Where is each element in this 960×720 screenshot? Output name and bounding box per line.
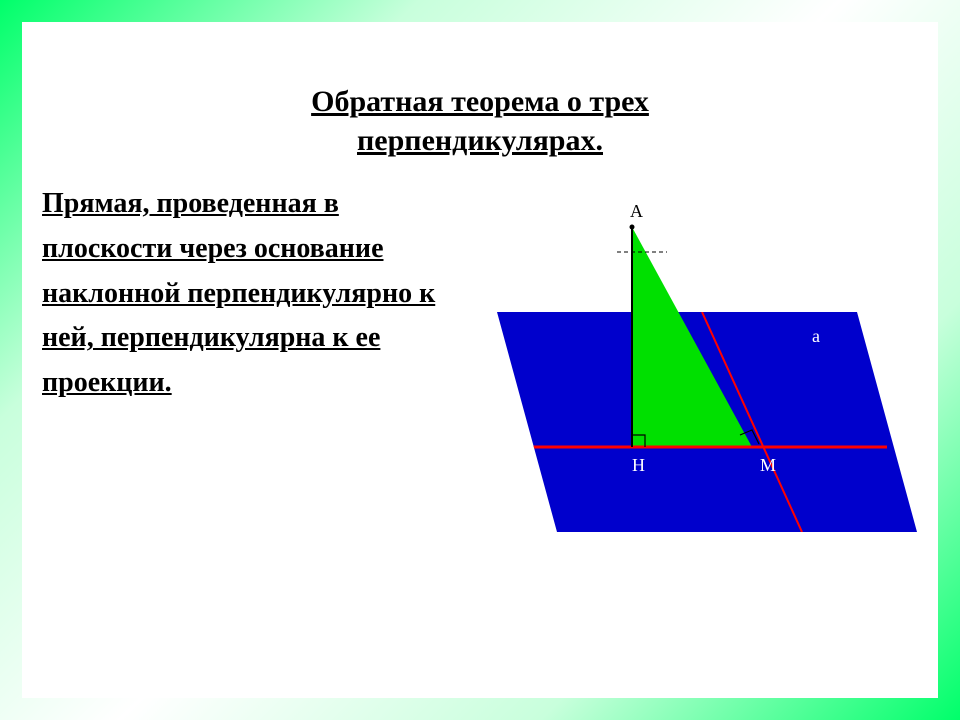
svg-text:α: α xyxy=(877,332,889,357)
title-line-1: Обратная теорема о трех xyxy=(311,85,649,118)
slide-body-text: Прямая, проведенная в плоскости через ос… xyxy=(42,182,442,406)
svg-text:H: H xyxy=(632,455,645,475)
svg-text:A: A xyxy=(630,201,643,221)
gradient-frame: Обратная теорема о трех перпендикулярах.… xyxy=(0,0,960,720)
title-line-2: перпендикулярах. xyxy=(357,124,603,157)
svg-text:M: M xyxy=(760,455,776,475)
slide-inner: Обратная теорема о трех перпендикулярах.… xyxy=(22,22,938,698)
geometry-diagram: A H Ma α xyxy=(457,182,917,562)
slide-title: Обратная теорема о трех перпендикулярах. xyxy=(22,82,938,160)
svg-text:a: a xyxy=(812,326,820,346)
